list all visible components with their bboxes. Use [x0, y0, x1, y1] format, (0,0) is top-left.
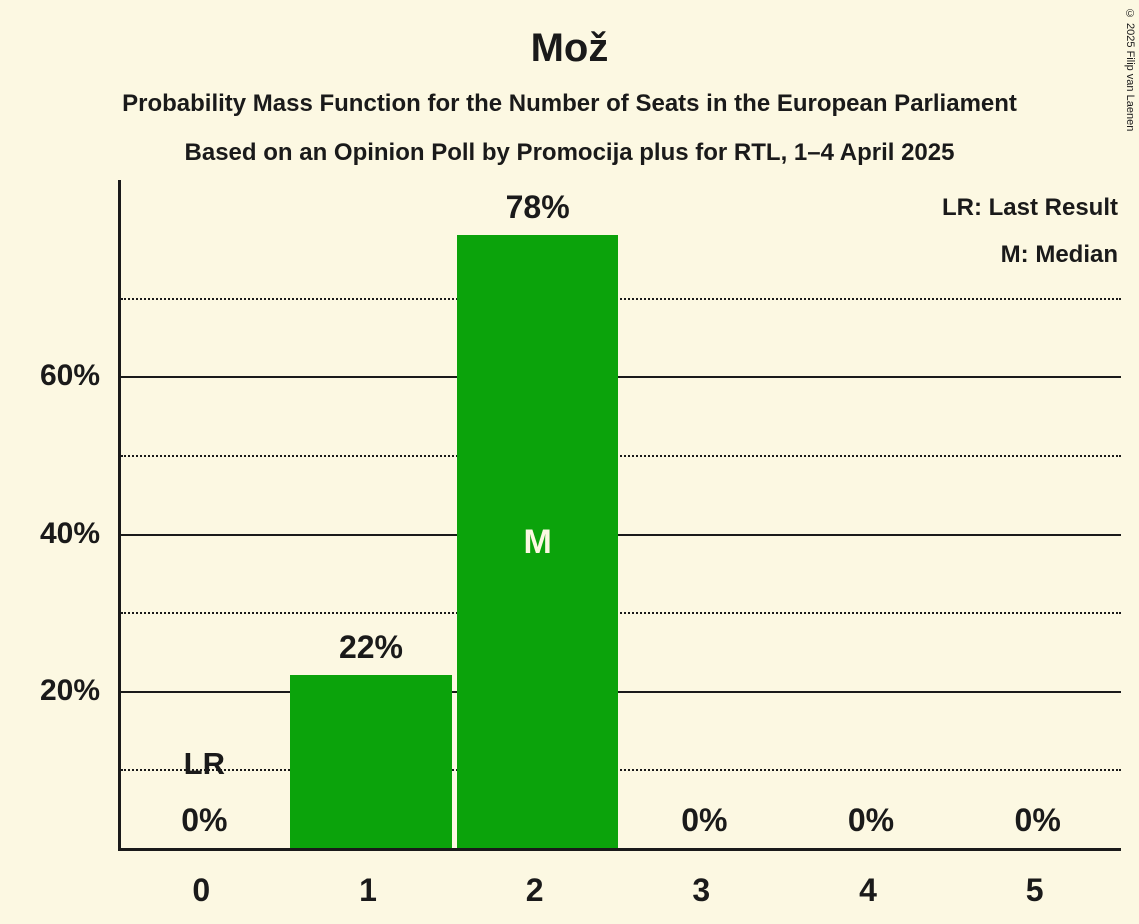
bar — [456, 235, 619, 848]
bar-value-label: 0% — [681, 802, 728, 838]
median-marker: M — [523, 522, 552, 561]
legend-last-result: LR: Last Result — [941, 194, 1118, 221]
x-axis-label: 2 — [525, 872, 544, 908]
gridline-solid — [121, 376, 1121, 379]
y-axis-label: 40% — [39, 516, 100, 550]
chart-poll-source: Based on an Opinion Poll by Promocija pl… — [184, 139, 955, 166]
x-axis-label: 0 — [192, 872, 211, 908]
x-axis-label: 5 — [1025, 872, 1044, 908]
x-axis-label: 3 — [692, 872, 711, 908]
gridline-solid — [121, 690, 1121, 693]
bar-value-label: 0% — [847, 802, 895, 838]
x-axis-label: 1 — [359, 872, 377, 908]
bar-value-label: 0% — [1014, 802, 1061, 838]
y-axis-label: 60% — [39, 359, 100, 393]
chart-subtitle: Probability Mass Function for the Number… — [122, 90, 1017, 117]
gridline-dotted — [121, 612, 1121, 615]
gridline-dotted — [121, 455, 1121, 458]
plot-area: 0% 22% 78% 0% 0% 0% M LR — [118, 180, 1121, 851]
chart-title: Mož — [530, 26, 609, 70]
gridline-dotted — [121, 297, 1121, 300]
bar — [290, 675, 452, 848]
bar-value-label: 0% — [181, 802, 228, 838]
y-axis-label: 20% — [39, 673, 100, 707]
last-result-marker: LR — [183, 746, 225, 781]
bar-value-label: 78% — [505, 189, 570, 226]
copyright-notice: © 2025 Filip van Laenen — [1124, 8, 1136, 132]
legend: LR: Last Result M: Median — [942, 184, 1118, 278]
gridline-solid — [121, 533, 1121, 536]
gridline-dotted — [121, 769, 1121, 772]
x-axis-label: 4 — [859, 872, 877, 908]
bar-value-label: 22% — [338, 629, 403, 666]
legend-median: M: Median — [1000, 241, 1118, 268]
